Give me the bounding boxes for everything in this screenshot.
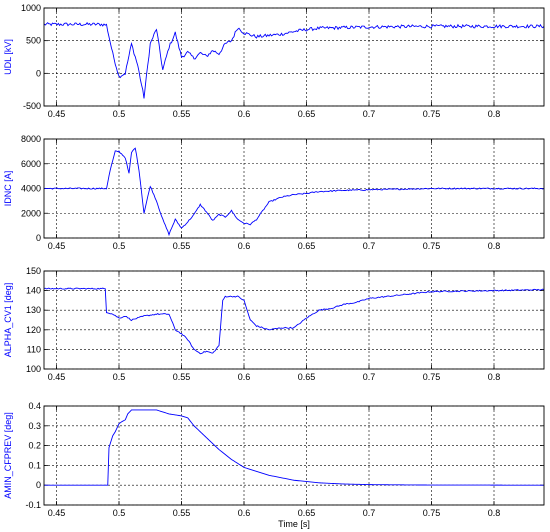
y-tick-label: 2000 [21,208,41,218]
y-tick-label: 110 [27,344,41,354]
series-line [44,287,544,355]
y-tick-label: 1000 [21,3,41,13]
y-tick-label: 0 [36,233,41,243]
y-tick-label: -500 [23,101,41,111]
series-line [44,409,544,486]
y-tick-label: 100 [26,364,41,374]
x-tick-label: 0.55 [173,241,191,251]
y-tick-label: 130 [26,305,41,315]
x-tick-label: 0.5 [113,241,126,251]
x-tick-label: 0.7 [363,241,376,251]
x-axis-label: Time [s] [278,519,310,529]
x-tick-label: 0.45 [48,372,66,382]
y-tick-label: 150 [26,266,41,276]
y-tick-label: 120 [26,325,41,335]
x-tick-label: 0.6 [238,372,251,382]
x-tick-label: 0.55 [173,508,191,518]
x-tick-label: 0.45 [48,109,66,119]
x-tick-label: 0.6 [238,508,251,518]
x-tick-label: 0.55 [173,372,191,382]
x-tick-label: 0.7 [363,508,376,518]
y-axis-label: UDL [kV] [3,39,13,75]
y-tick-label: 0 [36,480,41,490]
x-tick-label: 0.7 [363,372,376,382]
y-tick-label: 0.2 [28,441,41,451]
x-tick-label: 0.75 [423,109,441,119]
y-tick-label: 0 [36,68,41,78]
plot-panel-4: -0.1 0 0.1 0.2 0.3 0.4 0.45 0.5 0.55 0.6 0.65 0.7 0.… [3,401,545,529]
x-tick-label: 0.75 [423,372,441,382]
x-tick-label: 0.5 [113,508,126,518]
x-tick-label: 0.6 [238,241,251,251]
x-tick-label: 0.65 [298,109,316,119]
x-tick-label: 0.5 [113,109,126,119]
y-axis-label: AMIN_CFPREV [deg] [3,412,13,499]
y-axis-label: ALPHA_CV1 [deg] [3,283,13,358]
plot-panel-2: 0 2000 4000 6000 8000 0.45 0.5 0.55 0.6 0.65 0.7 0.… [3,134,545,251]
plot-panel-1: -500 0 500 1000 0.45 0.5 0.55 0.6 0.65 0.7 0.75 0.8… [3,3,545,119]
x-tick-label: 0.65 [298,372,316,382]
x-tick-label: 0.8 [488,372,501,382]
x-tick-label: 0.75 [423,241,441,251]
series-line [44,147,544,237]
series-line [44,22,544,99]
x-tick-label: 0.75 [423,508,441,518]
x-tick-label: 0.7 [363,109,376,119]
y-tick-label: 140 [26,286,41,296]
y-tick-label: 500 [26,36,41,46]
axes-frame [43,7,545,107]
axes-frame [43,405,545,506]
x-tick-label: 0.65 [298,241,316,251]
y-tick-label: 0.1 [28,460,41,470]
axes-frame [43,270,545,370]
x-tick-label: 0.6 [238,109,251,119]
x-tick-label: 0.5 [113,372,126,382]
x-tick-label: 0.45 [48,241,66,251]
y-axis-label: IDNC [A] [3,171,13,207]
x-tick-label: 0.65 [298,508,316,518]
y-tick-label: 8000 [21,134,41,144]
x-tick-label: 0.8 [488,109,501,119]
y-tick-label: -0.1 [25,500,41,510]
y-tick-label: 4000 [21,184,41,194]
plot-panel-3: 100 110 120 130 140 150 0.45 0.5 0.55 0.6 0.65 0.7 0… [3,266,545,382]
x-tick-label: 0.8 [488,241,501,251]
x-tick-label: 0.45 [48,508,66,518]
axes-frame [43,138,545,239]
x-tick-label: 0.55 [173,109,191,119]
y-tick-label: 6000 [21,159,41,169]
y-tick-label: 0.4 [28,401,41,411]
x-tick-label: 0.8 [488,508,501,518]
y-tick-label: 0.3 [28,421,41,431]
